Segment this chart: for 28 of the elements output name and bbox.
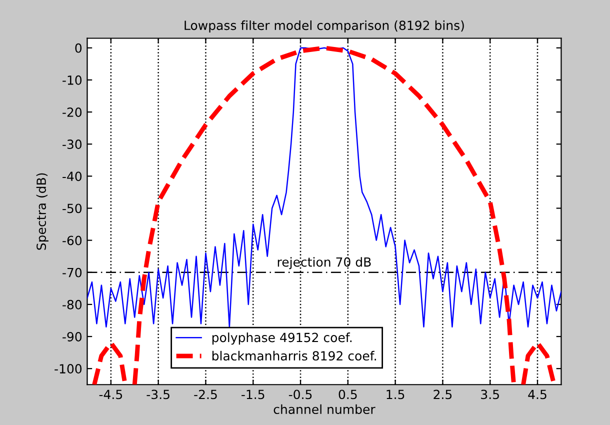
x-tick-label: -2.5	[194, 390, 217, 400]
y-tick-label: -40	[62, 172, 82, 182]
y-tick-label: -100	[54, 364, 82, 374]
x-tick-label: -1.5	[242, 390, 264, 400]
y-tick-label: -80	[62, 300, 82, 310]
x-tick-label: 0.5	[338, 390, 357, 400]
x-tick-label: 2.5	[434, 390, 452, 400]
y-axis-title: Spectra (dB)	[36, 173, 48, 250]
x-tick-label: -0.5	[288, 390, 312, 400]
x-tick-label: -3.5	[146, 390, 170, 400]
y-tick-label: -30	[62, 140, 82, 150]
x-tick-label: 4.5	[528, 390, 546, 400]
ref-line-label: rejection 70 dB	[278, 257, 371, 270]
y-tick-label: -60	[62, 236, 82, 246]
y-tick-label: -50	[62, 204, 82, 214]
line-series	[87, 47, 562, 328]
x-tick-label: -4.5	[99, 390, 122, 400]
y-tick-label: -70	[62, 268, 82, 278]
x-tick-label: 1.5	[386, 390, 404, 400]
x-tick-label: 3.5	[481, 390, 499, 400]
x-axis-title: channel number	[274, 404, 376, 414]
y-tick-label: -90	[62, 332, 82, 342]
legend-label: polyphase 49152 coef.	[212, 332, 352, 345]
chart-title: Lowpass filter model comparison (8192 bins)	[184, 20, 464, 33]
y-tick-label: -20	[62, 107, 82, 117]
y-tick-label: -10	[62, 75, 82, 85]
y-tick-label: 0	[75, 43, 82, 53]
legend-label: blackmanharris 8192 coef.	[212, 350, 376, 361]
